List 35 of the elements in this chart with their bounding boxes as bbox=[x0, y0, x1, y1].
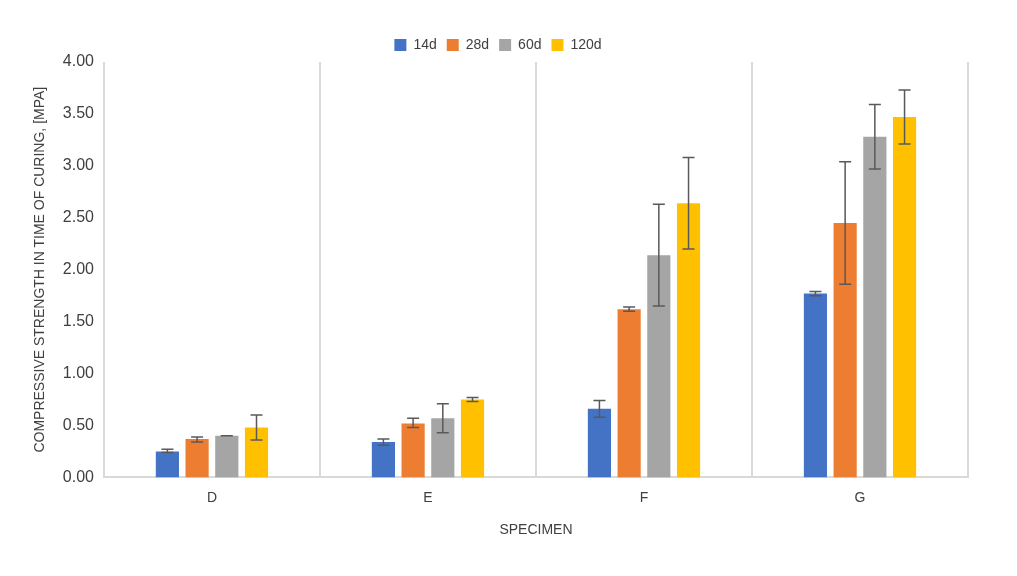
bar bbox=[676, 203, 701, 478]
x-tick-label: F bbox=[639, 488, 649, 505]
bar bbox=[863, 136, 887, 478]
bar bbox=[401, 423, 425, 478]
bar bbox=[833, 222, 857, 478]
bar bbox=[803, 293, 828, 478]
y-tick-label: 2.00 bbox=[62, 260, 95, 278]
bar bbox=[587, 408, 612, 478]
bar bbox=[371, 442, 395, 478]
bar bbox=[892, 117, 917, 478]
bar bbox=[617, 309, 641, 478]
x-tick-label: D bbox=[206, 488, 218, 505]
x-axis-title: SPECIMEN bbox=[499, 521, 573, 538]
y-tick-label: 1.50 bbox=[62, 312, 95, 330]
bar bbox=[431, 418, 455, 478]
legend-label: 120d bbox=[570, 35, 602, 52]
legend-label: 28d bbox=[465, 35, 490, 52]
bar bbox=[244, 427, 269, 478]
legend-label: 14d bbox=[413, 35, 437, 52]
legend-label: 60d bbox=[518, 35, 542, 52]
bar bbox=[647, 255, 671, 478]
y-tick-label: 0.00 bbox=[62, 467, 95, 485]
y-axis-title: COMPRESSIVE STRENGTH IN TIME OF CURING, [MPA] bbox=[31, 86, 48, 453]
bar bbox=[215, 435, 239, 478]
y-tick-label: 0.50 bbox=[62, 415, 95, 433]
y-tick-label: 4.00 bbox=[62, 52, 95, 70]
y-tick-label: 1.00 bbox=[62, 363, 95, 381]
bar bbox=[155, 451, 179, 478]
y-tick-label: 3.50 bbox=[62, 104, 95, 122]
x-tick-label: E bbox=[423, 488, 433, 505]
y-tick-label: 2.50 bbox=[62, 208, 95, 226]
bar bbox=[460, 399, 485, 478]
bar bbox=[185, 438, 209, 478]
x-tick-label: G bbox=[854, 488, 866, 505]
y-tick-label: 3.00 bbox=[62, 156, 95, 174]
